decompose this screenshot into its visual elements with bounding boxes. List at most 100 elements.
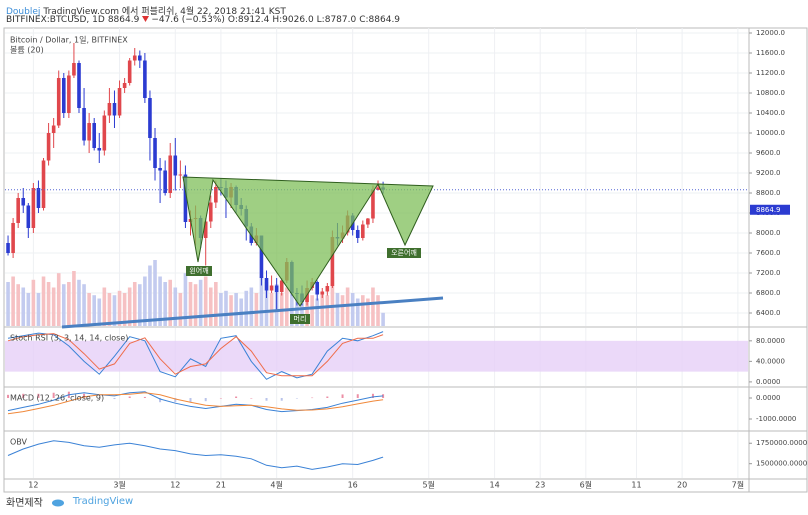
histogram-bar xyxy=(311,397,314,399)
pattern-shape xyxy=(182,176,434,307)
x-tick-label: 23 xyxy=(535,481,545,490)
candle-body xyxy=(173,155,178,176)
candle-body xyxy=(355,230,360,238)
volume-bar xyxy=(361,295,365,326)
candle-body xyxy=(178,174,183,176)
label-box xyxy=(387,248,421,258)
x-tick-label: 11 xyxy=(631,481,641,490)
source: TradingView.com 에서 퍼블리쉬, 4월 22, 2018 21:… xyxy=(43,7,286,17)
volume-bar xyxy=(51,287,56,326)
candle-body xyxy=(21,198,26,206)
y-tick-label: 1500000.0000 xyxy=(756,460,807,468)
frame xyxy=(3,27,808,493)
volume-bar xyxy=(92,295,97,326)
histogram-bar xyxy=(250,397,253,399)
label-box xyxy=(186,266,212,276)
x-tick-label: 3월 xyxy=(113,480,125,490)
y-tick-label: 7200.0 xyxy=(756,269,781,277)
candle-body xyxy=(138,55,142,61)
candle-body xyxy=(132,55,137,61)
volume-bar xyxy=(320,293,325,326)
y-tick-label: 1750000.0000 xyxy=(756,439,807,447)
candle-body xyxy=(158,168,162,171)
header-line: Doublej TradingView.com 에서 퍼블리쉬, 4월 22, 2… xyxy=(6,4,289,17)
candle-body xyxy=(163,170,167,193)
annotation: 왼어깨 xyxy=(189,266,208,275)
volume-bar xyxy=(335,293,340,326)
volume-bar xyxy=(143,276,147,326)
volume-bar xyxy=(153,260,157,326)
y-tick-label: 6800.0 xyxy=(756,289,781,297)
ohlc: L:8787.0 xyxy=(316,15,357,25)
last-price: 8864.9 xyxy=(107,15,140,25)
ohlc: C:8864.9 xyxy=(359,15,401,25)
ohlc: O:8912.4 xyxy=(227,15,270,25)
histogram-bar xyxy=(265,397,268,401)
x-tick-label: 6월 xyxy=(580,480,592,490)
y-tick-label: 6400.0 xyxy=(756,309,781,317)
candle-body xyxy=(11,223,15,253)
volume-bar xyxy=(77,279,81,326)
y-tick-label: 11200.0 xyxy=(756,69,785,77)
candle-body xyxy=(102,115,107,151)
histogram-bar xyxy=(37,393,40,398)
candle-body xyxy=(31,188,36,228)
volume-bar xyxy=(284,287,289,326)
volume-bar xyxy=(264,282,269,326)
volume-bar xyxy=(148,265,152,326)
histogram-bar xyxy=(189,397,192,403)
symbol-line: BITFINEX:BTCUSD, 1D 8864.9 −47.6 (−0.53%) O… xyxy=(6,15,403,25)
x-tick-label: 21 xyxy=(216,481,226,490)
candle-body xyxy=(330,237,335,286)
candle-body xyxy=(67,75,71,113)
volume-bar xyxy=(117,290,122,326)
histogram-bar xyxy=(143,396,146,398)
candle-body xyxy=(41,160,46,208)
histogram-bar xyxy=(204,397,207,402)
last-price-tag xyxy=(750,204,790,215)
volume-bar xyxy=(249,287,254,326)
volume-bar xyxy=(31,279,36,326)
y-tick-label: 9200.0 xyxy=(756,169,781,177)
plot-layer: 12 3월 12 21 4월 16 5월 14 23 6월 11 20 7월 6400.0 6800.0 72… xyxy=(4,28,807,492)
y-tick-label: 40.0000 xyxy=(756,357,785,365)
panel-title: Stoch RSI (3, 3, 14, 14, close) xyxy=(10,334,128,343)
volume-bar xyxy=(203,276,208,326)
histogram-bar xyxy=(326,396,329,398)
x-tick-label: 12 xyxy=(170,481,180,490)
candle-body xyxy=(82,108,86,141)
candle-body xyxy=(183,174,188,222)
drawing-layer: 왼어깨 머리 오른어깨 xyxy=(61,176,444,329)
panel-title: Bitcoin / Dollar, 1일, BITFINEX xyxy=(10,36,128,45)
volume-bar xyxy=(6,282,10,326)
y-tick-label: 7600.0 xyxy=(756,249,781,257)
volume-bar xyxy=(168,279,173,326)
volume-bar xyxy=(290,284,294,326)
volume-bar xyxy=(82,284,86,326)
histogram-bar xyxy=(356,394,359,398)
volume-bar xyxy=(67,282,71,326)
down-icon xyxy=(142,16,150,22)
candle-body xyxy=(117,88,122,116)
volume-bar xyxy=(132,282,137,326)
volume-bar xyxy=(325,295,330,326)
volume-bar xyxy=(127,287,132,326)
volume-bar xyxy=(21,287,26,326)
candle-body xyxy=(325,286,330,292)
indicator-line xyxy=(7,440,384,470)
volume-bar xyxy=(330,276,335,326)
histogram-bar xyxy=(52,392,55,398)
volume-bar xyxy=(87,293,91,326)
y-tick-label: 11600.0 xyxy=(756,49,785,57)
symbol: BITFINEX:BTCUSD, 1D xyxy=(6,15,105,25)
caption: 화면제작 xyxy=(6,498,43,509)
candle-body xyxy=(16,198,20,223)
histogram-bar xyxy=(98,397,101,399)
candle-body xyxy=(315,282,320,295)
indicator-line xyxy=(7,391,384,413)
volume-bar xyxy=(102,287,107,326)
histogram-bar xyxy=(113,397,116,400)
indicator-line xyxy=(7,392,384,415)
